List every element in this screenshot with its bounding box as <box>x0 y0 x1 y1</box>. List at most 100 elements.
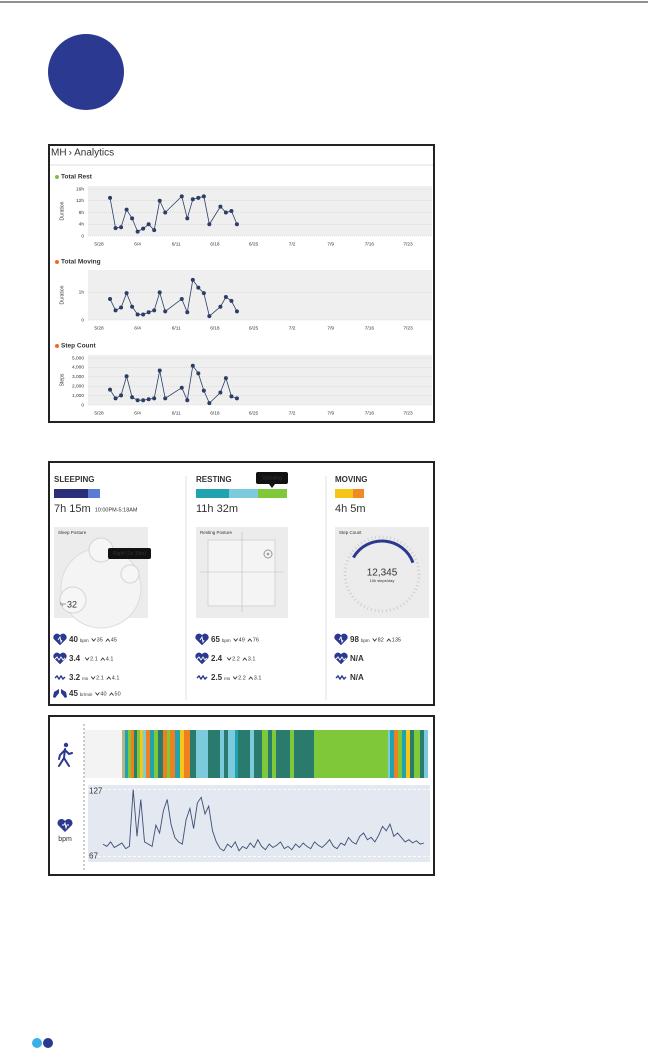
metric-low: 2.2 <box>232 656 240 662</box>
data-point <box>152 308 157 313</box>
low-arrow <box>372 638 378 642</box>
data-point <box>196 371 201 376</box>
panel-title: Resting Posture <box>200 530 233 535</box>
data-point <box>157 368 162 373</box>
data-point <box>223 210 228 215</box>
activity-segment <box>196 730 208 778</box>
data-point <box>163 309 168 314</box>
y-tick-label: 16h <box>76 186 84 192</box>
metric-unit: bpm <box>222 638 231 643</box>
activity-segment <box>154 730 158 778</box>
activity-segment <box>170 730 175 778</box>
metric-low: 2.1 <box>90 656 98 662</box>
data-point <box>207 401 212 406</box>
y-axis-label: Duration <box>59 285 65 304</box>
tooltip-box <box>108 548 151 559</box>
activity-segment <box>250 730 254 778</box>
data-point <box>218 390 223 395</box>
activity-segment <box>184 730 190 778</box>
lungs-shape <box>53 689 67 698</box>
activity-segment <box>394 730 398 778</box>
x-tick-label: 6/11 <box>172 410 181 416</box>
activity-segment <box>146 730 150 778</box>
data-point <box>108 387 113 392</box>
data-point <box>190 277 195 282</box>
x-tick-label: 6/4 <box>134 410 141 416</box>
data-point <box>163 210 168 215</box>
duration: 4h 5m <box>335 503 366 515</box>
data-point <box>234 222 239 227</box>
data-point <box>146 397 151 402</box>
heart-wave <box>54 656 66 661</box>
posture-marker <box>266 552 270 556</box>
activity-segment <box>398 730 402 778</box>
heart-rate-plot <box>88 785 430 862</box>
metric-unit: bpm <box>361 638 370 643</box>
x-tick-label: 7/16 <box>365 241 375 247</box>
data-point <box>207 314 212 319</box>
metric-high: 3.1 <box>248 656 256 662</box>
footer-dot <box>32 1038 42 1048</box>
activity-segment <box>420 730 424 778</box>
x-tick-label: 6/25 <box>249 241 259 247</box>
data-point <box>152 396 157 401</box>
heart-wave <box>335 656 347 661</box>
x-tick-label: 6/25 <box>249 410 259 416</box>
activity-segment <box>410 730 414 778</box>
x-tick-label: 7/2 <box>289 241 296 247</box>
activity-segment <box>402 730 406 778</box>
data-point <box>141 398 146 403</box>
move-bar-run <box>353 489 364 498</box>
data-point <box>229 209 234 214</box>
posture-circle <box>120 564 140 584</box>
heart-wave <box>335 674 347 681</box>
y-tick-label: 0 <box>81 233 84 239</box>
data-point <box>135 312 140 317</box>
low-arrow <box>84 657 90 661</box>
activity-segment <box>290 730 294 778</box>
x-tick-label: 7/2 <box>289 410 296 416</box>
data-point <box>234 309 239 314</box>
posture-marker <box>263 549 273 559</box>
activity-segment <box>262 730 268 778</box>
activity-segment <box>220 730 224 778</box>
metric-high: 4.1 <box>112 675 120 681</box>
y-tick-label: 1h <box>79 290 85 296</box>
data-point <box>196 195 201 200</box>
activity-segment <box>268 730 272 778</box>
breadcrumb-root: MH <box>51 148 67 159</box>
data-point <box>157 290 162 295</box>
x-tick-label: 7/23 <box>403 410 413 416</box>
data-point <box>113 226 118 231</box>
gauge-arc <box>352 539 415 564</box>
data-point <box>124 291 129 296</box>
activity-segment <box>128 730 131 778</box>
heart-icon <box>335 674 347 681</box>
heart-shape <box>53 633 67 646</box>
y-axis-label: Duration <box>59 201 65 220</box>
low-arrow <box>91 638 97 642</box>
chart-title: Step Count <box>61 343 96 350</box>
y-tick-label: 5,000 <box>72 355 84 361</box>
activity-segment <box>180 730 184 778</box>
high-arrow <box>100 657 106 661</box>
activity-segment <box>314 730 388 778</box>
heart-wave <box>196 674 208 681</box>
data-point <box>223 295 228 300</box>
y-tick-label: 4,000 <box>72 365 84 371</box>
activity-empty <box>84 730 122 778</box>
data-point <box>218 304 223 309</box>
column-title: RESTING <box>196 475 232 484</box>
x-tick-label: 7/9 <box>327 325 334 331</box>
activity-segment <box>235 730 238 778</box>
data-point <box>135 398 140 403</box>
activity-strip <box>122 730 428 778</box>
data-point <box>223 376 228 381</box>
activity-segment <box>228 730 235 778</box>
high-arrow <box>109 692 114 696</box>
activity-segment <box>131 730 134 778</box>
high-arrow <box>247 638 253 642</box>
data-point <box>119 393 124 398</box>
tooltip-pointer <box>269 484 275 488</box>
metric-value: 65 <box>211 635 220 644</box>
